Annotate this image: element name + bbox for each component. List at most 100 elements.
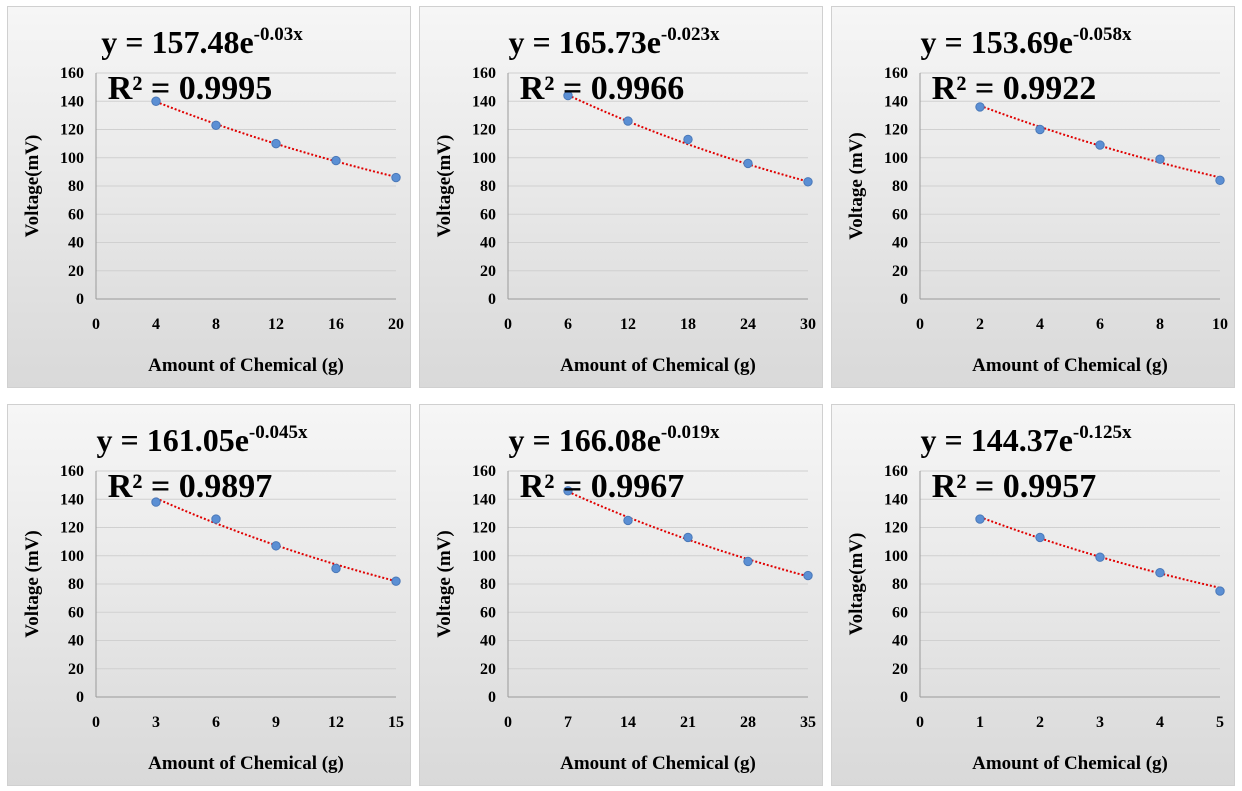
x-tick-label: 0 (504, 316, 512, 333)
y-tick-label: 100 (884, 548, 908, 565)
y-tick-label: 0 (900, 291, 908, 308)
y-tick-label: 40 (892, 633, 908, 650)
x-tick-label: 0 (916, 714, 924, 731)
r-squared-label: R² = 0.9957 (932, 468, 1097, 505)
data-point (271, 138, 281, 149)
chart-svg: 0 20 40 60 80 100 120 140 160 0 4 8 12 16 20 Amount of … (22, 24, 404, 376)
r-squared-label: R² = 0.9966 (520, 70, 685, 107)
y-tick-label: 60 (892, 206, 908, 223)
x-tick-label: 1 (976, 714, 984, 731)
y-tick-label: 20 (480, 263, 496, 280)
data-point (1215, 175, 1225, 186)
y-axis-label: Voltage(mV) (22, 135, 43, 238)
x-tick-label: 28 (740, 714, 756, 731)
chart-svg: 0 20 40 60 80 100 120 140 160 0 2 4 6 8 10 Amount of Ch… (846, 24, 1228, 376)
x-tick-label: 24 (740, 316, 756, 333)
x-tick-label: 4 (152, 316, 160, 333)
x-tick-label: 0 (504, 714, 512, 731)
y-tick-label: 40 (68, 633, 84, 650)
data-point (1035, 124, 1045, 135)
y-tick-label: 80 (892, 576, 908, 593)
data-point (1155, 568, 1165, 578)
y-tick-label: 0 (900, 689, 908, 706)
data-point (271, 541, 281, 551)
data-point (1095, 140, 1105, 150)
y-tick-label: 140 (472, 93, 496, 110)
y-axis-label: Voltage (mV) (846, 132, 867, 239)
x-axis-label: Amount of Chemical (g) (560, 753, 756, 774)
equation-label: y = 153.69e-0.058x (920, 24, 1132, 60)
data-point (151, 96, 161, 106)
chart-panel-6: 0 20 40 60 80 100 120 140 160 0 1 2 3 4 5 Amount of Che… (831, 404, 1235, 786)
data-point (743, 158, 753, 169)
x-tick-label: 12 (328, 714, 344, 731)
y-tick-label: 160 (60, 463, 84, 480)
y-tick-label: 60 (68, 206, 84, 223)
x-tick-label: 21 (680, 714, 696, 731)
chart-panel-5: 0 20 40 60 80 100 120 140 160 0 7 14 21 28 35 Amount of… (419, 404, 823, 786)
equation-label: y = 157.48e-0.03x (101, 24, 303, 60)
data-point (211, 514, 221, 524)
x-axis-label: Amount of Chemical (g) (972, 355, 1168, 376)
data-point (1155, 154, 1165, 164)
chart-svg: 0 20 40 60 80 100 120 140 160 0 1 2 3 4 5 Amount of Che… (846, 422, 1225, 774)
y-tick-label: 40 (892, 235, 908, 252)
y-axis-label: Voltage (mV) (22, 530, 43, 637)
chart-svg: 0 20 40 60 80 100 120 140 160 0 7 14 21 28 35 Amount of… (434, 422, 816, 774)
x-tick-label: 35 (800, 714, 816, 731)
y-tick-label: 80 (480, 178, 496, 195)
r-squared-label: R² = 0.9967 (520, 468, 685, 505)
y-tick-label: 120 (884, 122, 908, 139)
x-tick-label: 0 (916, 316, 924, 333)
y-tick-label: 160 (884, 463, 908, 480)
equation-label: y = 161.05e-0.045x (96, 422, 308, 458)
y-tick-label: 120 (60, 520, 84, 537)
data-point (803, 177, 813, 187)
data-point (623, 515, 633, 526)
y-tick-label: 140 (60, 93, 84, 110)
x-axis-label: Amount of Chemical (g) (148, 355, 344, 376)
equation-label: y = 144.37e-0.125x (920, 422, 1132, 458)
y-tick-label: 0 (76, 291, 84, 308)
x-axis-label: Amount of Chemical (g) (560, 355, 756, 376)
y-tick-label: 160 (472, 65, 496, 82)
y-tick-label: 140 (884, 93, 908, 110)
data-point (623, 116, 633, 126)
trendline (155, 497, 397, 583)
r-squared-label: R² = 0.9922 (932, 70, 1097, 107)
x-tick-label: 3 (1096, 714, 1104, 731)
chart-panel-1: 0 20 40 60 80 100 120 140 160 0 4 8 12 16 20 Amount of … (7, 6, 411, 388)
y-tick-label: 80 (68, 178, 84, 195)
y-tick-label: 100 (60, 548, 84, 565)
y-tick-label: 120 (884, 520, 908, 537)
y-tick-label: 140 (472, 491, 496, 508)
data-point (1095, 552, 1105, 562)
trendline (567, 94, 809, 183)
data-point (563, 90, 573, 101)
x-tick-label: 15 (388, 714, 404, 731)
x-tick-label: 30 (800, 316, 816, 333)
data-point (803, 570, 813, 581)
x-tick-label: 6 (564, 316, 572, 333)
y-tick-label: 100 (60, 150, 84, 167)
x-tick-label: 6 (1096, 316, 1104, 333)
x-tick-label: 2 (1036, 714, 1044, 731)
x-tick-label: 8 (1156, 316, 1164, 333)
y-tick-label: 140 (884, 491, 908, 508)
trendline (979, 516, 1221, 589)
y-tick-label: 20 (480, 661, 496, 678)
data-point (683, 134, 693, 145)
x-tick-label: 2 (976, 316, 984, 333)
data-point (331, 155, 341, 166)
data-point (683, 532, 693, 543)
data-point (331, 563, 341, 574)
x-tick-label: 7 (564, 714, 572, 731)
data-point (211, 120, 221, 130)
chart-panel-4: 0 20 40 60 80 100 120 140 160 0 3 6 9 12 15 Amount of C… (7, 404, 411, 786)
equation-label: y = 166.08e-0.019x (508, 422, 720, 458)
y-tick-label: 160 (60, 65, 84, 82)
y-tick-label: 100 (472, 548, 496, 565)
data-point (391, 576, 401, 586)
x-tick-label: 14 (620, 714, 636, 731)
y-tick-label: 100 (472, 150, 496, 167)
